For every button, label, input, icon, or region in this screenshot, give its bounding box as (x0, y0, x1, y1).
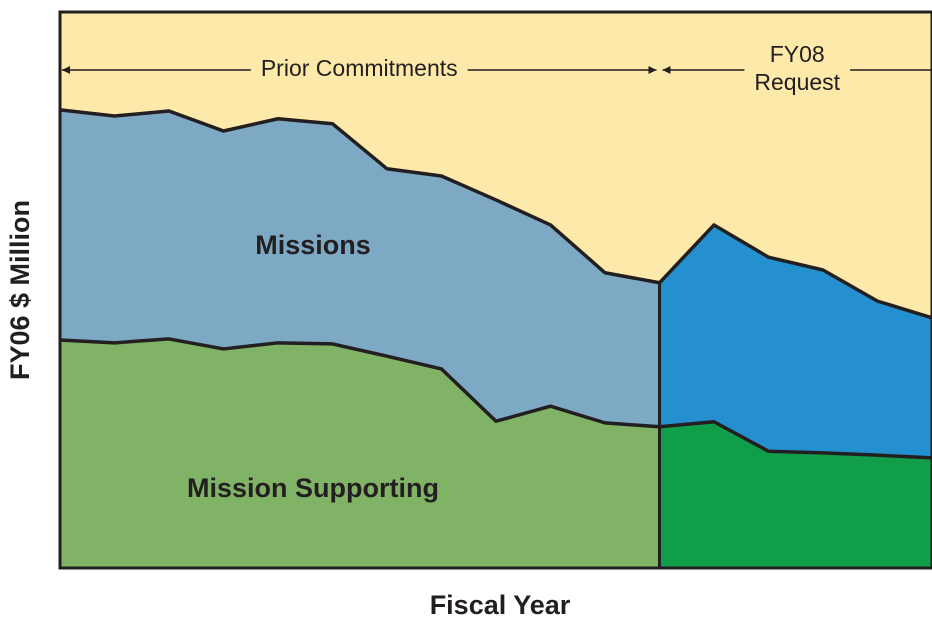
area-edge (658, 223, 932, 320)
area (60, 109, 660, 427)
plot-frame (58, 10, 932, 570)
arrowhead (62, 66, 70, 74)
area-edge (59, 108, 660, 285)
area (659, 421, 932, 568)
area-label: Missions (255, 230, 371, 260)
region-label: Request (754, 69, 840, 95)
area-edge (659, 420, 932, 460)
arrowhead (648, 66, 657, 74)
region-label: Prior Commitments (261, 55, 458, 81)
region-label: FY08 (770, 41, 825, 67)
area (659, 224, 932, 458)
area (60, 338, 660, 568)
area-edge (59, 337, 660, 429)
area-label: Mission Supporting (187, 473, 439, 503)
x-axis-label: Fiscal Year (430, 590, 571, 617)
arrowhead (662, 66, 671, 74)
y-axis-label: FY06 $ Million (5, 200, 35, 380)
